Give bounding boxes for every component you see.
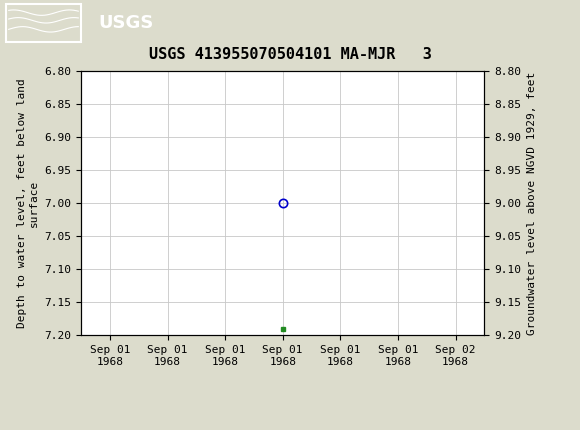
Y-axis label: Groundwater level above NGVD 1929, feet: Groundwater level above NGVD 1929, feet	[527, 71, 536, 335]
Text: USGS 413955070504101 MA-MJR   3: USGS 413955070504101 MA-MJR 3	[148, 47, 432, 62]
Legend: Period of approved data: Period of approved data	[174, 425, 392, 430]
Bar	[6, 3, 81, 42]
Y-axis label: Depth to water level, feet below land
surface: Depth to water level, feet below land su…	[17, 78, 39, 328]
Text: USGS: USGS	[99, 14, 154, 31]
